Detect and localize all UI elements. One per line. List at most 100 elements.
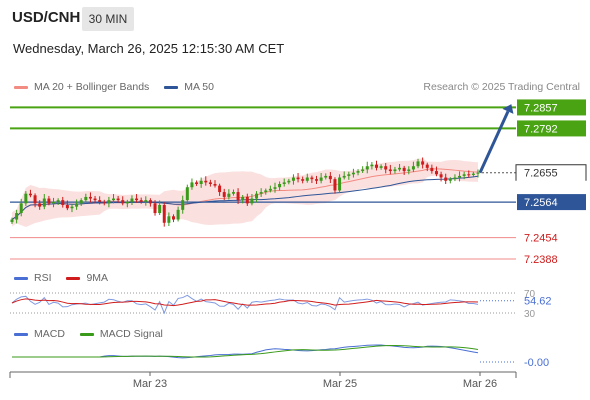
chart-header: USD/CNH 30 MIN Wednesday, March 26, 2025…: [0, 0, 590, 70]
target-arrowhead: [502, 104, 514, 114]
legend-item-macd-signal: MACD Signal: [79, 328, 163, 340]
candle: [102, 201, 106, 204]
candle: [116, 198, 120, 201]
candle: [361, 169, 365, 172]
ma20-swatch: [14, 85, 28, 89]
candle: [153, 203, 157, 214]
candle: [204, 180, 208, 183]
candle: [434, 171, 438, 175]
candle: [56, 200, 60, 202]
candle: [444, 177, 448, 181]
pivot-label: 7.2564: [524, 197, 558, 209]
candle: [24, 193, 28, 204]
candle: [264, 190, 268, 193]
candle: [190, 182, 194, 188]
candle: [365, 166, 369, 170]
legend-item-9ma: 9MA: [66, 272, 108, 284]
main-legend: MA 20 + Bollinger Bands MA 50: [14, 81, 226, 93]
candle: [199, 180, 203, 184]
candle: [255, 193, 259, 199]
candle: [333, 179, 337, 191]
x-axis-label: Mar 26: [463, 378, 497, 390]
candle: [305, 177, 309, 181]
macd-signal-swatch: [79, 332, 94, 336]
candle: [259, 192, 263, 194]
candle: [93, 198, 97, 201]
candle: [236, 192, 240, 201]
candle: [19, 203, 23, 214]
target-arrow-shaft: [478, 110, 510, 174]
datetime-label: Wednesday, March 26, 2025 12:15:30 AM CE…: [13, 41, 285, 56]
rsi-9ma-line: [11, 298, 479, 307]
candle: [310, 177, 314, 180]
ma50-line: [11, 175, 479, 220]
candle: [374, 164, 378, 168]
rsi-swatch: [14, 276, 28, 280]
candle: [393, 169, 397, 172]
candle: [208, 182, 212, 184]
candle: [402, 167, 406, 172]
candle: [315, 179, 319, 181]
candle: [171, 216, 175, 220]
legend-macd-label: MACD: [34, 328, 65, 340]
candle: [28, 193, 32, 196]
candle: [79, 200, 83, 204]
candle: [296, 177, 300, 180]
current-price-box: [515, 164, 587, 181]
9ma-swatch: [66, 276, 81, 280]
current-price-label: 7.2655: [524, 168, 558, 180]
candle: [370, 164, 374, 167]
candle: [291, 177, 295, 181]
macd-signal-line: [12, 345, 479, 358]
candle: [458, 175, 462, 178]
rsi-last-value: 54.62: [524, 296, 552, 308]
candle: [421, 161, 425, 165]
candle: [107, 200, 111, 204]
resistance-label-box: [517, 99, 586, 116]
candle: [231, 192, 235, 194]
candle: [65, 205, 69, 209]
timeframe-button[interactable]: 30 MIN: [82, 7, 134, 31]
candle: [287, 180, 291, 183]
candle: [130, 198, 134, 202]
candle: [398, 167, 402, 170]
candle: [15, 213, 19, 220]
candle: [52, 201, 56, 204]
candle: [148, 200, 152, 204]
legend-item-ma20: MA 20 + Bollinger Bands: [14, 81, 149, 93]
candle: [388, 169, 392, 172]
candle: [453, 177, 457, 180]
candle: [47, 198, 51, 204]
candle: [356, 171, 360, 173]
bollinger-band: [12, 158, 478, 228]
macd-swatch: [14, 332, 28, 336]
candle: [241, 196, 245, 201]
x-axis-label: Mar 25: [323, 378, 357, 390]
candle: [88, 196, 92, 199]
resistance-label: 7.2857: [524, 102, 558, 114]
legend-item-rsi: RSI: [14, 272, 52, 284]
candle: [42, 198, 46, 207]
candle: [218, 185, 222, 193]
candle: [112, 198, 116, 201]
candle: [268, 188, 272, 191]
legend-ma20-label: MA 20 + Bollinger Bands: [34, 81, 150, 93]
candle: [213, 184, 217, 186]
rsi-tick-label: 70: [524, 289, 536, 300]
candle: [250, 198, 254, 204]
candle: [411, 166, 415, 170]
legend-rsi-label: RSI: [34, 272, 52, 284]
candle: [273, 187, 277, 189]
candle: [439, 174, 443, 178]
candle: [125, 201, 129, 204]
legend-ma50-label: MA 50: [184, 81, 214, 93]
legend-item-ma50: MA 50: [164, 81, 214, 93]
candle: [347, 174, 351, 176]
candle: [328, 175, 332, 180]
support-label: 7.2454: [524, 233, 558, 245]
candle: [75, 203, 79, 207]
resistance-label: 7.2792: [524, 123, 558, 135]
candle: [135, 198, 139, 201]
candle: [139, 200, 143, 202]
candle: [338, 177, 342, 191]
